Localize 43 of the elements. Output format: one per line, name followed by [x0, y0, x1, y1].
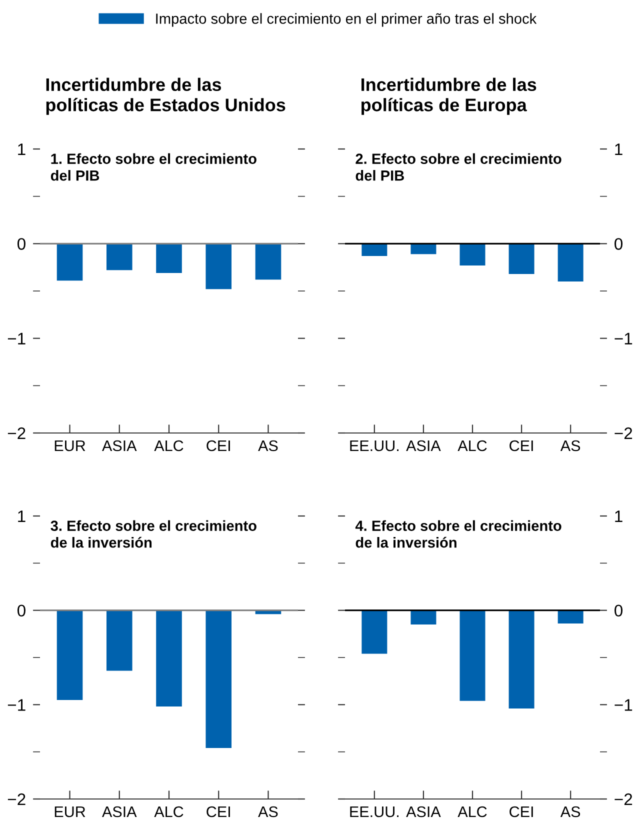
legend-label: Impacto sobre el crecimiento en el primer año tras el shock: [156, 13, 537, 27]
x-tick-label: ALC: [154, 440, 184, 452]
y-tick-label: 1: [18, 510, 26, 522]
x-tick-label: CEI: [206, 806, 230, 818]
x-tick-label: EUR: [54, 440, 86, 452]
y-tick-label: 1: [615, 510, 622, 522]
y-tick-label: 0: [17, 604, 26, 617]
y-tick-label: 1: [18, 144, 26, 156]
y-tick-label: −1: [614, 699, 632, 711]
y-tick-label: −2: [8, 427, 26, 440]
y-tick-label: 0: [614, 604, 623, 617]
x-tick-label: ASIA: [102, 806, 137, 818]
y-tick-label: −1: [8, 332, 26, 344]
text: 2. Efecto sobre el crecimiento del PIB: [356, 153, 562, 181]
x-tick-label: ALC: [458, 440, 487, 452]
x-tick-label: EUR: [54, 806, 86, 818]
text: 3. Efecto sobre el crecimiento de la inversión: [50, 520, 256, 548]
y-tick-label: −1: [614, 332, 632, 344]
x-tick-label: ASIA: [406, 440, 441, 452]
y-tick-label: 0: [614, 238, 623, 250]
y-tick-label: −2: [8, 793, 26, 806]
x-tick-label: CEI: [510, 440, 533, 452]
y-tick-label: −1: [8, 699, 26, 711]
x-tick-label: ALC: [154, 806, 184, 818]
x-tick-label: ASIA: [406, 806, 441, 818]
y-tick-label: −2: [614, 427, 632, 440]
x-tick-label: ASIA: [102, 440, 137, 452]
x-tick-label: AS: [560, 440, 580, 452]
text: 4. Efecto sobre el crecimiento de la inversión: [355, 520, 562, 548]
x-tick-label: CEI: [206, 440, 230, 452]
y-tick-label: −2: [614, 793, 632, 806]
x-tick-label: CEI: [510, 806, 533, 818]
x-tick-label: AS: [258, 440, 278, 452]
x-tick-label: AS: [258, 806, 278, 818]
y-tick-label: 1: [615, 144, 622, 156]
text: 1. Efecto sobre el crecimiento del PIB: [50, 153, 256, 181]
chart-title: Incertidumbre de las políticas de Estados Unidos: [46, 78, 286, 115]
x-tick-label: EE.UU.: [350, 806, 398, 818]
x-tick-label: ALC: [458, 806, 487, 818]
y-tick-label: 0: [17, 238, 26, 250]
x-tick-label: EE.UU.: [350, 440, 398, 452]
chart-title: Incertidumbre de las políticas de Europa: [361, 78, 536, 115]
x-tick-label: AS: [560, 806, 580, 818]
